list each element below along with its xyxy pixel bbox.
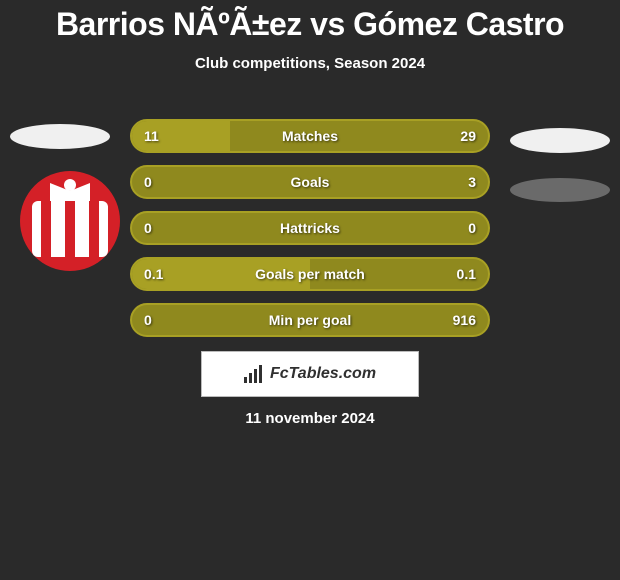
player-right-badge-placeholder (510, 128, 610, 153)
logo-text: FcTables.com (270, 365, 376, 383)
stat-right-value: 0 (468, 213, 476, 243)
stat-right-value: 29 (460, 121, 476, 151)
date-text: 11 november 2024 (0, 410, 620, 427)
fctables-logo: FcTables.com (201, 351, 419, 397)
stat-row: 0Min per goal916 (130, 303, 490, 337)
stat-label: Goals per match (132, 259, 488, 289)
stat-row: 11Matches29 (130, 119, 490, 153)
stat-row: 0.1Goals per match0.1 (130, 257, 490, 291)
stat-label: Min per goal (132, 305, 488, 335)
club-right-badge-placeholder (510, 178, 610, 202)
stat-label: Hattricks (132, 213, 488, 243)
comparison-card: Barrios NÃºÃ±ez vs Gómez Castro Club com… (0, 0, 620, 580)
stat-label: Goals (132, 167, 488, 197)
stat-row: 0Hattricks0 (130, 211, 490, 245)
club-left-crest-icon (20, 171, 120, 271)
stat-right-value: 916 (453, 305, 476, 335)
page-title: Barrios NÃºÃ±ez vs Gómez Castro (0, 0, 620, 43)
player-left-badge-placeholder (10, 124, 110, 149)
stat-row: 0Goals3 (130, 165, 490, 199)
stat-label: Matches (132, 121, 488, 151)
bar-chart-icon (244, 365, 264, 383)
stats-zone: 11Matches290Goals30Hattricks00.1Goals pe… (130, 119, 490, 349)
stat-right-value: 3 (468, 167, 476, 197)
subtitle: Club competitions, Season 2024 (0, 55, 620, 72)
stat-right-value: 0.1 (457, 259, 476, 289)
